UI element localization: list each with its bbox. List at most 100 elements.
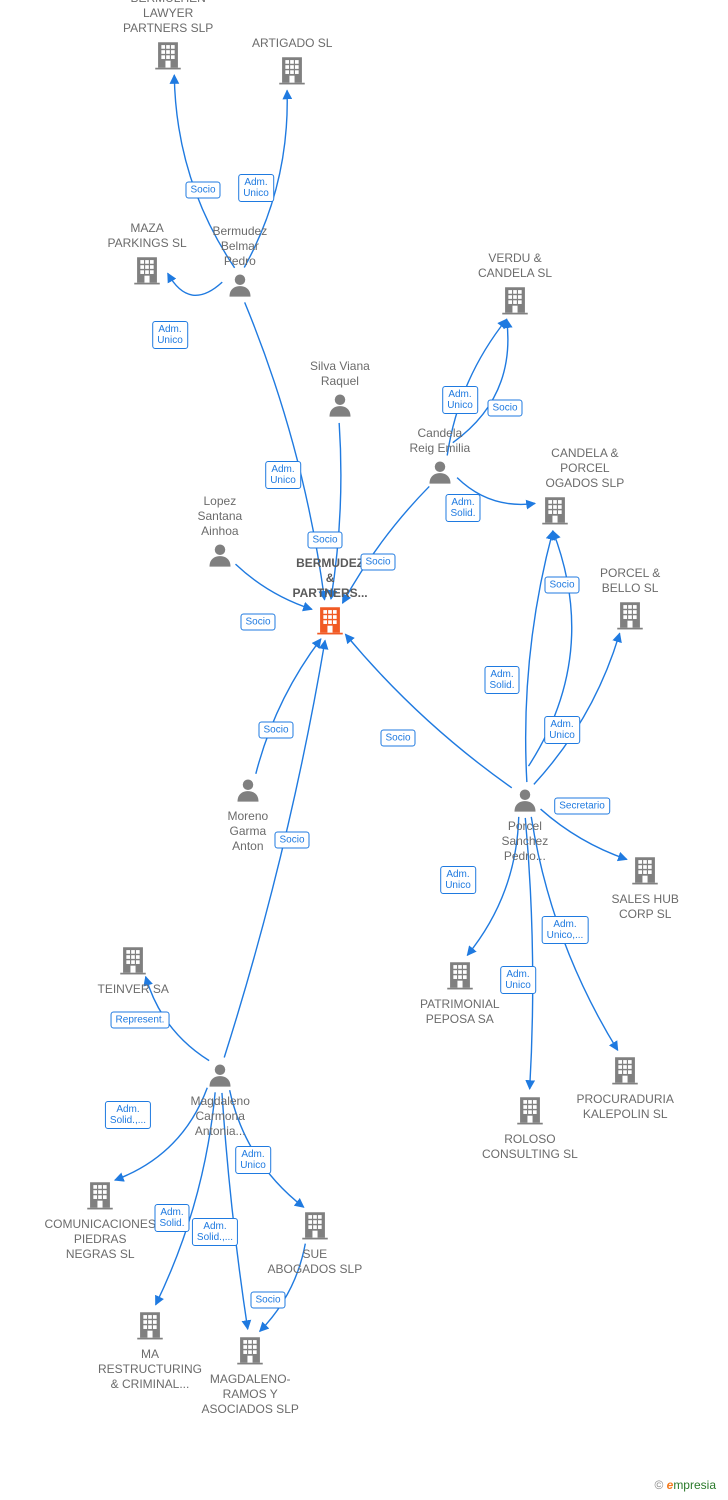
building-icon: [108, 253, 187, 292]
node-candela_p[interactable]: Candela Reig Emilia: [410, 426, 471, 491]
node-label: PORCEL & BELLO SL: [600, 566, 660, 596]
node-label: VERDU & CANDELA SL: [478, 251, 552, 281]
node-label: CANDELA & PORCEL OGADOS SLP: [546, 446, 625, 491]
edge-label: Socio: [250, 1292, 285, 1309]
node-label: Porcel Sanchez Pedro...: [502, 819, 549, 864]
edge-porcel_s-saleshub: [541, 809, 627, 859]
edge-label: Socio: [258, 722, 293, 739]
edge-label: Socio: [487, 400, 522, 417]
edge-label: Adm. Unico,...: [542, 916, 589, 944]
building-icon: [202, 1333, 299, 1372]
node-label: Magdaleno Carmona Antonia...: [191, 1094, 250, 1139]
building-icon: [420, 958, 500, 997]
edge-label: Adm. Solid.: [154, 1204, 189, 1232]
edge-moreno-center: [256, 639, 321, 774]
node-porcelb[interactable]: PORCEL & BELLO SL: [600, 566, 660, 637]
person-icon: [213, 271, 268, 304]
node-label: Moreno Garma Anton: [228, 809, 269, 854]
brand-rest: mpresia: [673, 1478, 716, 1492]
building-icon: [577, 1053, 674, 1092]
node-maza[interactable]: MAZA PARKINGS SL: [108, 221, 187, 292]
node-verdu[interactable]: VERDU & CANDELA SL: [478, 251, 552, 322]
building-icon: [268, 1208, 363, 1247]
node-bbp[interactable]: Bermudez Belmar Pedro: [213, 224, 268, 304]
node-roloso[interactable]: ROLOSO CONSULTING SL: [482, 1093, 578, 1164]
node-label: Lopez Santana Ainhoa: [198, 494, 243, 539]
building-icon: [516, 493, 595, 532]
edge-porcel_s-candela_c: [526, 531, 553, 782]
person-icon: [502, 786, 549, 819]
node-label: BERMULHEN LAWYER PARTNERS SLP: [123, 0, 213, 36]
node-candela_c[interactable]: CANDELA & PORCEL OGADOS SLP: [546, 446, 625, 532]
node-artigado[interactable]: ARTIGADO SL: [252, 36, 332, 92]
node-procurad[interactable]: PROCURADURIA KALEPOLIN SL: [577, 1053, 674, 1124]
building-icon: [252, 53, 332, 92]
node-label: MAGDALENO- RAMOS Y ASOCIADOS SLP: [202, 1372, 299, 1417]
node-label: SUE ABOGADOS SLP: [268, 1247, 363, 1277]
node-label: COMUNICACIONES PIEDRAS NEGRAS SL: [45, 1217, 156, 1262]
edge-label: Socio: [274, 832, 309, 849]
node-teinver[interactable]: TEINVER SA: [98, 943, 169, 999]
node-label: SALES HUB CORP SL: [612, 892, 679, 922]
building-icon: [98, 943, 169, 982]
edge-label: Adm. Unico: [152, 321, 188, 349]
edge-label: Socio: [307, 532, 342, 549]
edge-candela_p-verdu: [453, 319, 508, 442]
edge-label: Socio: [380, 730, 415, 747]
edge-label: Adm. Solid.: [445, 494, 480, 522]
node-sue[interactable]: SUE ABOGADOS SLP: [268, 1208, 363, 1279]
edge-label: Socio: [185, 182, 220, 199]
node-comunic[interactable]: COMUNICACIONES PIEDRAS NEGRAS SL: [45, 1178, 156, 1264]
building-icon: [123, 38, 213, 77]
node-center[interactable]: BERMUDEZ & PARTNERS...: [293, 556, 368, 642]
person-icon: [191, 1061, 250, 1094]
person-icon: [228, 776, 269, 809]
node-label: Candela Reig Emilia: [410, 426, 471, 456]
node-label: Bermudez Belmar Pedro: [213, 224, 268, 269]
node-label: ARTIGADO SL: [252, 36, 332, 51]
node-label: TEINVER SA: [98, 982, 169, 997]
node-bermulhen[interactable]: BERMULHEN LAWYER PARTNERS SLP: [123, 0, 213, 77]
edge-label: Socio: [360, 554, 395, 571]
copyright-symbol: ©: [654, 1478, 663, 1492]
edge-label: Socio: [544, 577, 579, 594]
node-patrimonial[interactable]: PATRIMONIAL PEPOSA SA: [420, 958, 500, 1029]
edge-label: Adm. Solid.,...: [192, 1218, 238, 1246]
person-icon: [410, 458, 471, 491]
edge-label: Adm. Unico: [440, 866, 476, 894]
node-label: MAZA PARKINGS SL: [108, 221, 187, 251]
node-magdaleno_c[interactable]: MAGDALENO- RAMOS Y ASOCIADOS SLP: [202, 1333, 299, 1419]
building-icon: [293, 603, 368, 642]
edge-label: Adm. Unico: [238, 174, 274, 202]
edge-porcel_s-porcelb: [534, 633, 620, 784]
node-ma_restr[interactable]: MA RESTRUCTURING & CRIMINAL...: [98, 1308, 202, 1394]
node-label: PATRIMONIAL PEPOSA SA: [420, 997, 500, 1027]
edge-label: Adm. Unico: [442, 386, 478, 414]
person-icon: [198, 541, 243, 574]
node-label: Silva Viana Raquel: [310, 359, 370, 389]
edge-label: Adm. Solid.: [484, 666, 519, 694]
node-porcel_s[interactable]: Porcel Sanchez Pedro...: [502, 786, 549, 866]
edge-porcel_s-center: [345, 634, 511, 788]
node-lopez[interactable]: Lopez Santana Ainhoa: [198, 494, 243, 574]
edge-label: Adm. Solid.,...: [105, 1101, 151, 1129]
building-icon: [600, 598, 660, 637]
node-saleshub[interactable]: SALES HUB CORP SL: [612, 853, 679, 924]
node-label: BERMUDEZ & PARTNERS...: [293, 556, 368, 601]
node-magdaleno_p[interactable]: Magdaleno Carmona Antonia...: [191, 1061, 250, 1141]
node-silva[interactable]: Silva Viana Raquel: [310, 359, 370, 424]
building-icon: [478, 283, 552, 322]
node-label: PROCURADURIA KALEPOLIN SL: [577, 1092, 674, 1122]
edge-label: Represent.: [111, 1012, 170, 1029]
node-label: MA RESTRUCTURING & CRIMINAL...: [98, 1347, 202, 1392]
edge-label: Secretario: [554, 798, 610, 815]
node-moreno[interactable]: Moreno Garma Anton: [228, 776, 269, 856]
edge-label: Adm. Unico: [500, 966, 536, 994]
building-icon: [612, 853, 679, 892]
node-label: ROLOSO CONSULTING SL: [482, 1132, 578, 1162]
edge-label: Adm. Unico: [235, 1146, 271, 1174]
building-icon: [482, 1093, 578, 1132]
edge-label: Adm. Unico: [265, 461, 301, 489]
person-icon: [310, 391, 370, 424]
building-icon: [45, 1178, 156, 1217]
